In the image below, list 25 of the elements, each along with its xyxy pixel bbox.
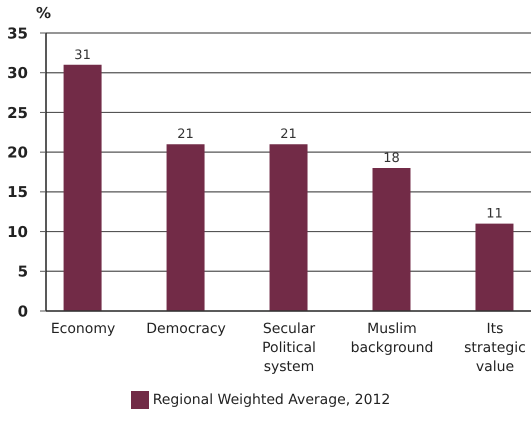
bar [475,224,514,311]
legend-label: Regional Weighted Average, 2012 [152,392,390,408]
y-tick-label: 0 [18,302,28,320]
data-label: 31 [74,48,91,63]
bar [64,64,102,311]
y-tick-label: 35 [7,24,28,42]
data-label: 11 [486,206,503,222]
x-tick-label: Economy [50,321,116,337]
y-tick-label: 5 [18,262,28,281]
bar [372,168,410,311]
x-tick-label: Secular Political system [262,321,316,375]
data-label: 21 [280,127,297,142]
bar [270,144,308,311]
bar [166,144,205,311]
x-tick-label: Muslim background [350,321,434,356]
y-tick-label: 15 [7,183,28,202]
data-label: 21 [177,127,194,142]
y-axis-title: % [36,4,52,22]
y-tick-label: 10 [7,222,28,241]
x-tick-label: Democracy [146,321,226,337]
data-label: 18 [383,151,400,166]
y-tick-label: 20 [7,143,28,162]
y-tick-label: 25 [7,104,28,122]
y-tick-label: 30 [7,64,28,82]
x-tick-label: Its strategic value [464,321,526,375]
